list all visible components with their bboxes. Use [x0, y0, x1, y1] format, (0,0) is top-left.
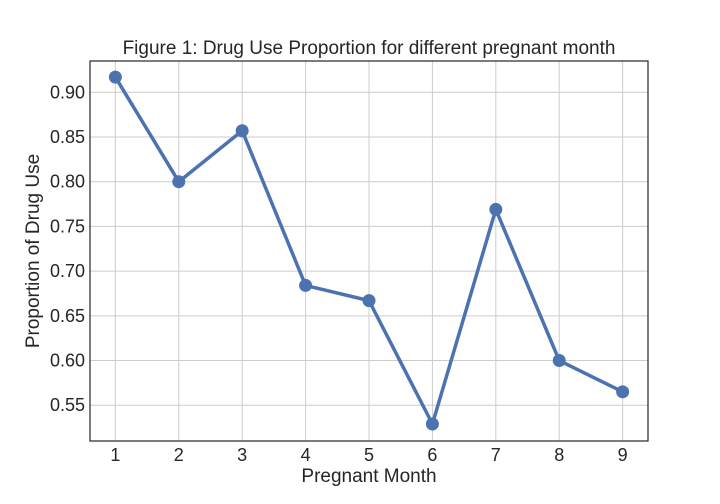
data-point [425, 417, 439, 431]
y-tick-label: 0.65 [50, 306, 85, 326]
x-tick-label: 5 [364, 445, 374, 465]
x-tick-label: 9 [618, 445, 628, 465]
y-tick-label: 0.80 [50, 172, 85, 192]
y-tick-label: 0.70 [50, 261, 85, 281]
series-drug-use [108, 70, 630, 431]
data-point [489, 202, 503, 216]
x-tick-label: 8 [554, 445, 564, 465]
data-point [299, 278, 313, 292]
y-tick-label: 0.90 [50, 82, 85, 102]
tick-labels: 1 2 3 4 5 6 7 8 9 0.55 0.60 0.65 0.70 0.75 0.80 0.85 0.9… [50, 82, 628, 465]
y-tick-label: 0.55 [50, 395, 85, 415]
x-tick-label: 1 [110, 445, 120, 465]
y-axis-label: Proportion of Drug Use [23, 154, 44, 348]
data-point [108, 70, 122, 84]
y-tick-label: 0.85 [50, 127, 85, 147]
y-tick-label: 0.75 [50, 216, 85, 236]
x-tick-label: 3 [237, 445, 247, 465]
data-point [362, 294, 376, 308]
x-tick-label: 7 [491, 445, 501, 465]
x-axis-label: Pregnant Month [301, 466, 436, 487]
data-point [235, 124, 249, 138]
x-tick-label: 2 [174, 445, 184, 465]
data-point [616, 385, 630, 399]
data-point [172, 175, 186, 189]
y-tick-label: 0.60 [50, 351, 85, 371]
plot-frame [89, 60, 649, 442]
x-tick-label: 4 [301, 445, 311, 465]
data-point [552, 354, 566, 368]
chart-title: Figure 1: Drug Use Proportion for differ… [123, 38, 616, 59]
x-tick-label: 6 [427, 445, 437, 465]
grid [90, 61, 648, 441]
